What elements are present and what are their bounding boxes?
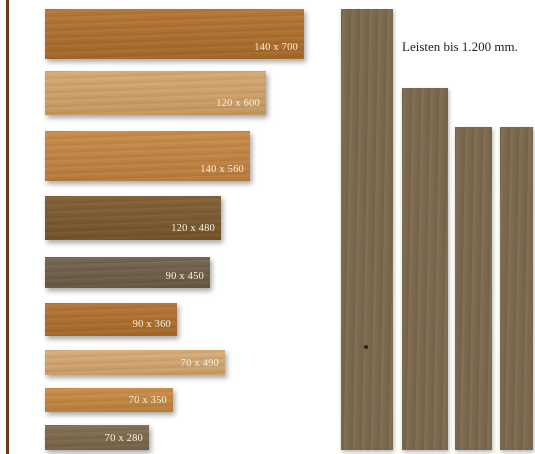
wood-grain-texture — [402, 88, 448, 450]
wood-grain-texture — [45, 196, 221, 240]
wood-grain-texture — [45, 9, 304, 59]
page-edge-line — [6, 0, 9, 454]
wood-swatch-140x560: 140 x 560 — [45, 131, 250, 181]
swatch-size-label: 70 x 490 — [180, 358, 219, 369]
swatch-size-label: 70 x 280 — [104, 433, 143, 444]
wood-plank-medium — [455, 127, 492, 450]
wood-grain-texture — [341, 9, 393, 450]
length-note: Leisten bis 1.200 mm. — [402, 39, 518, 54]
wood-grain-texture — [45, 303, 177, 336]
swatch-size-label: 140 x 560 — [200, 164, 244, 175]
swatch-size-label: 120 x 480 — [171, 223, 215, 234]
wood-swatch-90x360: 90 x 360 — [45, 303, 177, 336]
wood-swatch-120x480: 120 x 480 — [45, 196, 221, 240]
wood-grain-texture — [45, 388, 173, 412]
wood-grain-texture — [455, 127, 492, 450]
swatch-size-label: 90 x 450 — [165, 271, 204, 282]
wood-swatch-90x450: 90 x 450 — [45, 257, 210, 288]
wood-swatch-70x280: 70 x 280 — [45, 425, 149, 450]
wood-plank-medium-narrow — [500, 127, 533, 450]
wood-grain-texture — [45, 257, 210, 288]
swatch-size-label: 90 x 360 — [132, 319, 171, 330]
wood-swatch-70x350: 70 x 350 — [45, 388, 173, 412]
wood-plank-tallest — [341, 9, 393, 450]
wood-plank-tall — [402, 88, 448, 450]
swatch-size-label: 120 x 600 — [216, 98, 260, 109]
swatch-size-label: 70 x 350 — [128, 395, 167, 406]
wood-swatch-70x490: 70 x 490 — [45, 350, 225, 375]
swatch-size-label: 140 x 700 — [254, 42, 298, 53]
wood-swatch-120x600: 120 x 600 — [45, 71, 266, 115]
wood-grain-texture — [45, 131, 250, 181]
wood-grain-texture — [45, 350, 225, 375]
wood-swatch-140x700: 140 x 700 — [45, 9, 304, 59]
wood-grain-texture — [500, 127, 533, 450]
wood-knot — [364, 345, 368, 349]
wood-grain-texture — [45, 71, 266, 115]
wood-grain-texture — [45, 425, 149, 450]
